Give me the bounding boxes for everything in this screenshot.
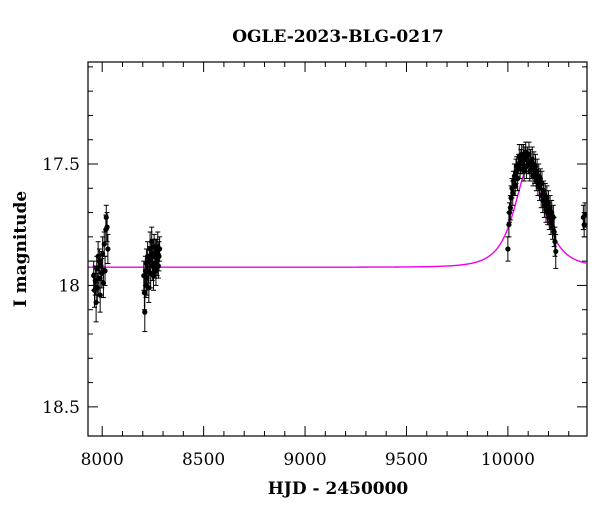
- x-tick-label: 9500: [385, 450, 428, 470]
- data-point: [149, 239, 155, 245]
- data-point: [142, 309, 148, 315]
- axis-ticks: [88, 62, 587, 436]
- data-point: [552, 239, 558, 245]
- data-point: [582, 212, 588, 218]
- data-point: [97, 292, 103, 298]
- data-points-layer: [91, 141, 588, 333]
- x-tick-labels: 8000 8500 9000 9500 10000: [81, 450, 535, 470]
- y-axis-label: I magnitude: [11, 191, 31, 308]
- x-tick-label: 8000: [81, 450, 124, 470]
- data-point: [507, 205, 513, 211]
- data-point: [551, 229, 557, 235]
- data-point: [506, 222, 512, 228]
- data-point: [581, 222, 587, 228]
- x-tick-label: 8500: [182, 450, 225, 470]
- data-point: [506, 209, 513, 216]
- data-point: [104, 224, 110, 230]
- data-point: [157, 246, 163, 252]
- model-curve: [88, 165, 587, 268]
- y-tick-label: 18: [58, 276, 80, 296]
- x-tick-label: 9000: [283, 450, 326, 470]
- model-curve-layer: [88, 165, 587, 268]
- data-point: [103, 214, 109, 221]
- y-tick-label: 18.5: [42, 398, 80, 418]
- x-tick-label: 10000: [481, 450, 535, 470]
- data-point: [156, 253, 162, 259]
- data-point: [155, 263, 161, 269]
- data-point: [512, 183, 518, 189]
- data-point: [145, 253, 151, 259]
- data-point: [105, 246, 111, 252]
- y-tick-label: 17.5: [42, 155, 80, 175]
- data-point: [505, 246, 511, 252]
- data-point: [95, 253, 101, 259]
- chart-title: OGLE-2023-BLG-0217: [232, 27, 444, 47]
- y-tick-labels: 17.5 18 18.5: [42, 155, 80, 418]
- data-point: [510, 190, 516, 196]
- data-point: [102, 268, 108, 274]
- data-point: [553, 248, 559, 255]
- plot-frame: [87, 61, 588, 437]
- x-axis-label: HJD - 2450000: [268, 479, 409, 499]
